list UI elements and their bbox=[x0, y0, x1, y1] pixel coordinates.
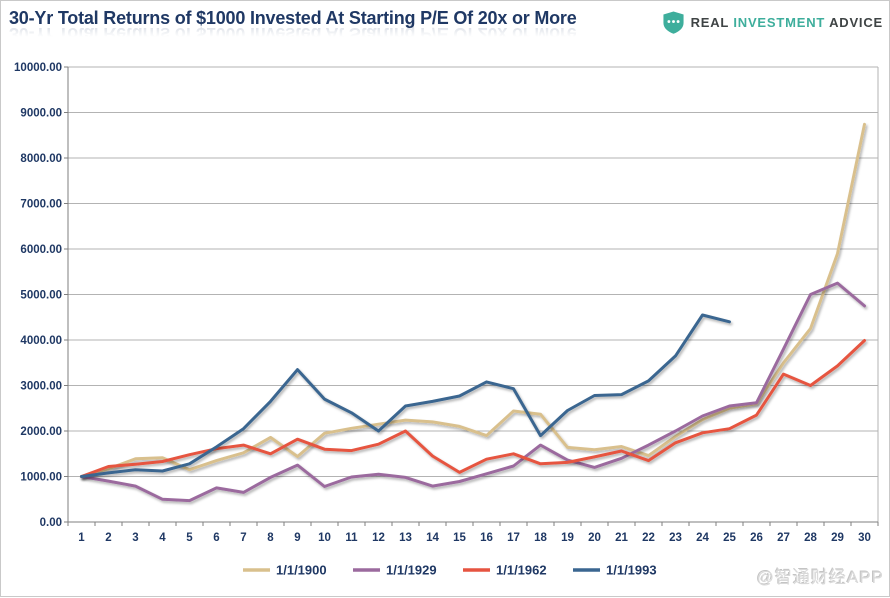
x-axis-label: 18 bbox=[534, 532, 547, 544]
x-axis-label: 9 bbox=[294, 532, 300, 544]
x-axis-label: 11 bbox=[345, 532, 358, 544]
legend-item-1-1-1929: 1/1/1929 bbox=[353, 563, 437, 578]
legend-item-1-1-1993: 1/1/1993 bbox=[573, 563, 657, 578]
x-axis-label: 15 bbox=[453, 532, 466, 544]
chart-title: 30-Yr Total Returns of $1000 Invested At… bbox=[9, 8, 577, 28]
series-line-1-1-1929 bbox=[80, 281, 866, 503]
series-line-1-1-1900 bbox=[80, 122, 866, 478]
legend-label: 1/1/1929 bbox=[386, 563, 437, 578]
legend-label: 1/1/1900 bbox=[276, 563, 327, 578]
y-axis-label: 9000.00 bbox=[20, 108, 62, 120]
y-axis-label: 2000.00 bbox=[20, 426, 62, 438]
x-axis-label: 30 bbox=[858, 532, 871, 544]
legend-item-1-1-1962: 1/1/1962 bbox=[463, 563, 547, 578]
x-axis-label: 10 bbox=[318, 532, 331, 544]
x-axis-label: 12 bbox=[372, 532, 385, 544]
ria-logo-text: REAL INVESTMENT ADVICE bbox=[691, 15, 883, 30]
x-axis-label: 6 bbox=[213, 532, 219, 544]
ria-logo-real: REAL bbox=[690, 15, 729, 30]
x-axis-label: 21 bbox=[615, 532, 628, 544]
x-axis-label: 17 bbox=[507, 532, 520, 544]
x-axis-label: 4 bbox=[159, 532, 166, 544]
x-axis-label: 25 bbox=[723, 532, 736, 544]
x-axis-label: 23 bbox=[669, 532, 682, 544]
y-axis-label: 0.00 bbox=[40, 517, 62, 529]
y-axis-label: 8000.00 bbox=[20, 153, 62, 165]
x-axis-label: 19 bbox=[561, 532, 574, 544]
legend-label: 1/1/1993 bbox=[606, 563, 657, 578]
x-axis-label: 24 bbox=[696, 532, 709, 544]
y-axis-label: 6000.00 bbox=[20, 244, 62, 256]
x-axis-label: 29 bbox=[831, 532, 844, 544]
y-axis-label: 5000.00 bbox=[20, 290, 62, 302]
x-axis-label: 5 bbox=[186, 532, 193, 544]
watermark: @智通财经APP bbox=[756, 568, 884, 587]
legend-label: 1/1/1962 bbox=[496, 563, 547, 578]
x-axis-label: 26 bbox=[750, 532, 763, 544]
x-axis-label: 14 bbox=[426, 532, 439, 544]
x-axis-label: 28 bbox=[804, 532, 817, 544]
x-axis-label: 13 bbox=[399, 532, 412, 544]
y-axis-label: 4000.00 bbox=[20, 335, 62, 347]
y-axis-label: 3000.00 bbox=[20, 381, 62, 393]
series-line-1-1-1962 bbox=[80, 339, 866, 478]
x-axis-label: 22 bbox=[642, 532, 655, 544]
chart-header: 30-Yr Total Returns of $1000 Invested At… bbox=[9, 5, 883, 49]
ria-logo: REAL INVESTMENT ADVICE bbox=[662, 10, 883, 35]
x-axis-label: 7 bbox=[240, 532, 246, 544]
x-axis-label: 8 bbox=[267, 532, 274, 544]
y-axis-label: 1000.00 bbox=[20, 472, 62, 484]
legend-item-1-1-1900: 1/1/1900 bbox=[243, 563, 327, 578]
y-axis-label: 7000.00 bbox=[20, 199, 62, 211]
series-line-1-1-1993 bbox=[80, 313, 731, 478]
ria-shield-icon bbox=[663, 11, 684, 34]
y-axis-label: 10000.00 bbox=[14, 62, 62, 74]
x-axis-label: 2 bbox=[105, 532, 111, 544]
x-axis-label: 1 bbox=[78, 532, 85, 544]
x-axis-label: 3 bbox=[132, 532, 138, 544]
ria-logo-investment: INVESTMENT bbox=[733, 15, 826, 30]
x-axis-label: 27 bbox=[777, 532, 790, 544]
ria-logo-advice: ADVICE bbox=[829, 15, 883, 30]
x-axis-label: 20 bbox=[588, 532, 601, 544]
x-axis-label: 16 bbox=[480, 532, 493, 544]
